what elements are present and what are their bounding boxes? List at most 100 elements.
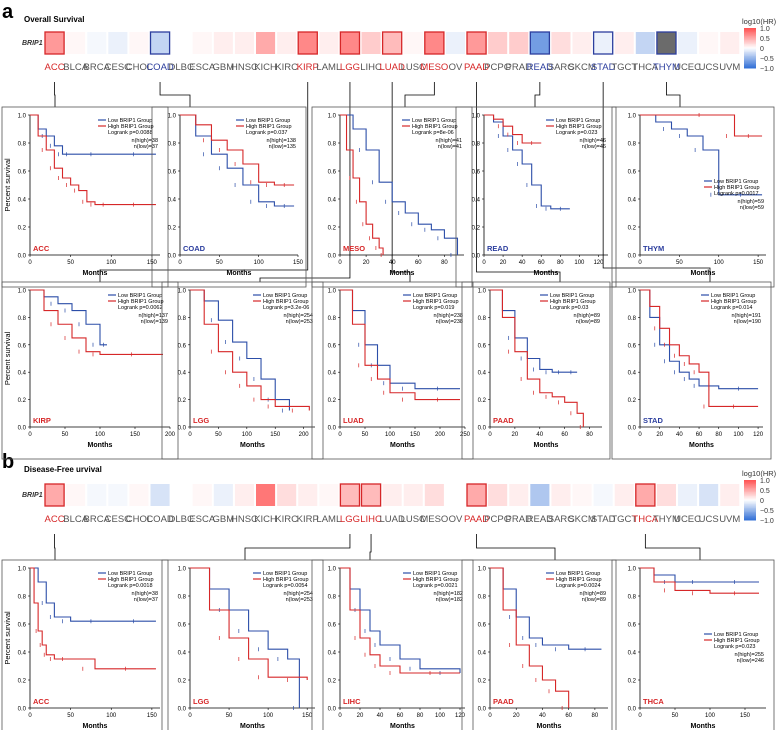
logrank-label: Logrank p=0.0088 xyxy=(108,130,153,136)
y-tick-label: 0.0 xyxy=(18,426,27,432)
y-tick-label: 0.2 xyxy=(628,398,637,404)
x-tick-label: 20 xyxy=(500,260,507,266)
connector-stad xyxy=(602,82,711,282)
heat-cell-uvm xyxy=(720,484,740,506)
y-tick-label: 0.6 xyxy=(18,343,27,349)
cancer-label-esca: ESCA xyxy=(189,62,216,73)
x-axis-label: Months xyxy=(88,442,113,449)
y-axis-label: Percent survival xyxy=(3,331,12,385)
cancer-name-label: LIHC xyxy=(343,697,361,706)
y-tick-label: 0.6 xyxy=(328,623,337,629)
legend-low-label: Low BRIP1 Group xyxy=(413,571,457,577)
heat-cell-thym xyxy=(656,31,677,55)
y-tick-label: 0.0 xyxy=(328,426,337,432)
heat-cell-prad xyxy=(509,32,529,54)
connector-thca xyxy=(644,534,701,560)
heat-cell-ucs xyxy=(699,32,719,54)
cancer-name-label: PAAD xyxy=(493,697,514,706)
x-tick-label: 0 xyxy=(482,260,486,266)
logrank-label: Logrank p=0.014 xyxy=(711,305,752,311)
n-low-label: n(low)=89 xyxy=(576,319,600,325)
km-plot-read: 0.0 0.2 0.4 0.6 0.8 1.0 0 20 40 60 80 100 120 Months L… xyxy=(455,106,617,288)
heat-cell-lihc xyxy=(361,32,381,54)
cancer-label-prad: PRAD xyxy=(506,62,533,73)
x-tick-label: 50 xyxy=(215,432,222,438)
heat-cell-ucec xyxy=(678,484,698,506)
x-tick-label: 0 xyxy=(488,713,492,719)
legend-low-label: Low BRIP1 Group xyxy=(556,118,600,124)
x-axis-label: Months xyxy=(390,723,415,730)
y-tick-label: 0.0 xyxy=(628,254,637,260)
cancer-label-blca: BLCA xyxy=(63,514,88,525)
x-tick-label: 0 xyxy=(338,432,342,438)
cancer-label-lgg: LGG xyxy=(340,62,360,73)
cancer-label-lgg: LGG xyxy=(340,514,360,525)
colorbar-tick: 1.0 xyxy=(760,26,770,33)
y-tick-label: 0.0 xyxy=(168,254,177,260)
y-tick-label: 0.2 xyxy=(178,398,187,404)
heat-cell-thca xyxy=(635,483,656,507)
cancer-label-kirp: KIRP xyxy=(297,62,319,73)
x-tick-label: 100 xyxy=(95,432,106,438)
heat-cell-chol xyxy=(129,32,149,54)
cancer-label-sarc: SARC xyxy=(548,62,575,73)
high-group-curve xyxy=(640,289,759,407)
logrank-label: Logrank p=0.0062 xyxy=(118,305,163,311)
x-tick-label: 80 xyxy=(557,260,564,266)
plot-frame xyxy=(161,281,324,460)
km-plot-coad: 0.0 0.2 0.4 0.6 0.8 1.0 0 50 100 150 Months Low BRI… xyxy=(151,106,307,288)
x-tick-label: 50 xyxy=(62,432,69,438)
cancer-label-lihc: LIHC xyxy=(360,62,382,73)
low-group-curve xyxy=(30,567,156,622)
x-tick-label: 80 xyxy=(417,713,424,719)
y-tick-label: 0.4 xyxy=(478,651,487,657)
colorbar-tick: −0.5 xyxy=(760,508,774,515)
y-tick-label: 0.8 xyxy=(178,595,187,601)
logrank-label: Logrank p=0.037 xyxy=(246,130,287,136)
cancer-label-hnsc: HNSC xyxy=(231,62,258,73)
cancer-label-kich: KICH xyxy=(254,514,277,525)
x-tick-label: 150 xyxy=(740,713,751,719)
cancer-label-read: READ xyxy=(527,514,554,525)
heat-cell-luad xyxy=(382,484,402,506)
low-group-curve xyxy=(30,289,107,346)
y-tick-label: 0.6 xyxy=(178,343,187,349)
heat-cell-read xyxy=(529,31,551,55)
y-tick-label: 0.2 xyxy=(628,679,637,685)
heat-cell-dlbc xyxy=(171,32,191,54)
heat-cell-brca xyxy=(87,32,107,54)
x-axis-label: Months xyxy=(390,270,415,277)
cancer-label-gbm: GBM xyxy=(213,514,235,525)
x-tick-label: 60 xyxy=(561,432,568,438)
high-group-curve xyxy=(484,114,542,144)
km-plot-stad: 0.0 0.2 0.4 0.6 0.8 1.0 0 20 40 60 80 100 120 Months L… xyxy=(611,281,772,460)
y-tick-label: 0.8 xyxy=(472,142,481,148)
y-tick-label: 0.0 xyxy=(178,426,187,432)
n-high-label: n(high)=38 xyxy=(132,138,158,144)
cancer-label-dlbc: DLBC xyxy=(168,62,193,73)
low-group-curve xyxy=(484,114,570,210)
x-tick-label: 150 xyxy=(270,432,281,438)
y-tick-label: 0.6 xyxy=(178,623,187,629)
n-low-label: n(low)=89 xyxy=(582,597,606,603)
heat-cell-stad xyxy=(593,484,613,506)
heat-cell-ov xyxy=(445,32,465,54)
connector-read xyxy=(534,82,541,107)
y-tick-label: 0.6 xyxy=(328,170,337,176)
x-tick-label: 100 xyxy=(574,260,585,266)
logrank-label: Logrank p=8e-06 xyxy=(412,130,454,136)
cancer-name-label: STAD xyxy=(643,416,663,425)
x-tick-label: 200 xyxy=(435,432,446,438)
colorbar-b: log10(HR)1.0 0.5 0 −0.5 −1.0 xyxy=(742,469,777,525)
plot-frame xyxy=(161,559,324,730)
high-group-curve xyxy=(190,289,310,411)
km-plot-acc: 0.0 0.2 0.4 0.6 0.8 1.0 0 50 100 150 Months Percent… xyxy=(1,559,169,730)
legend-low-label: Low BRIP1 Group xyxy=(118,293,162,299)
n-low-label: n(low)=139 xyxy=(141,319,168,325)
y-tick-label: 0.4 xyxy=(18,198,27,204)
legend-high-label: High BRIP1 Group xyxy=(412,124,458,130)
cancer-name-label: LGG xyxy=(193,697,209,706)
x-tick-label: 80 xyxy=(715,432,722,438)
connector-meso xyxy=(404,82,435,107)
